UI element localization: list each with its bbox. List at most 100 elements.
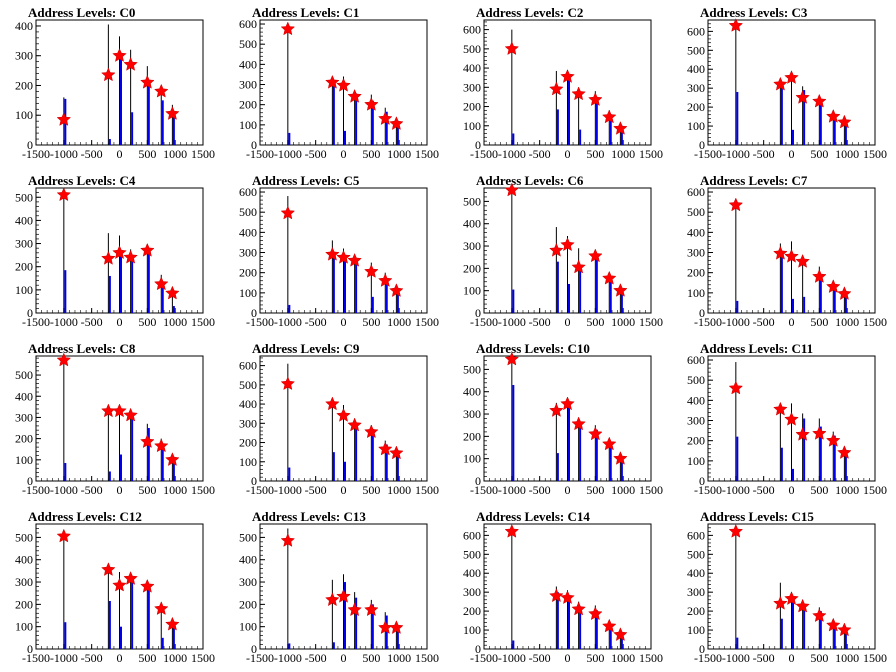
star-marker bbox=[280, 376, 296, 391]
x-tick-label: 0 bbox=[117, 651, 123, 665]
y-tick-label: 100 bbox=[239, 286, 257, 300]
x-tick-label: -500 bbox=[753, 147, 775, 161]
y-tick-label: 200 bbox=[463, 100, 481, 114]
x-tick-label: 0 bbox=[789, 315, 795, 329]
star-marker bbox=[123, 249, 138, 264]
x-tick-label: 500 bbox=[138, 147, 156, 161]
y-tick-label: 0 bbox=[27, 138, 33, 152]
x-tick-label: 1000 bbox=[835, 147, 859, 161]
y-tick-label: 300 bbox=[239, 78, 257, 92]
y-tick-label: 200 bbox=[239, 266, 257, 280]
x-tick-label: 500 bbox=[810, 483, 828, 497]
star-marker bbox=[613, 451, 628, 465]
star-marker bbox=[784, 591, 799, 606]
chart-title: Address Levels: C2 bbox=[476, 5, 583, 20]
star-marker bbox=[112, 48, 127, 62]
star-marker bbox=[549, 403, 564, 417]
y-tick-label: 300 bbox=[15, 410, 33, 424]
y-tick-label: 100 bbox=[15, 620, 33, 634]
y-tick-label: 300 bbox=[15, 237, 33, 251]
star-marker bbox=[837, 114, 852, 129]
y-tick-label: 500 bbox=[15, 530, 33, 544]
star-marker bbox=[377, 111, 393, 126]
y-tick-label: 0 bbox=[27, 474, 33, 488]
x-tick-label: 1000 bbox=[163, 315, 187, 329]
chart-title: Address Levels: C5 bbox=[252, 173, 360, 188]
y-tick-label: 400 bbox=[15, 389, 33, 403]
x-tick-label: 0 bbox=[341, 315, 347, 329]
star-marker bbox=[825, 433, 841, 447]
x-tick-label: 0 bbox=[565, 315, 571, 329]
x-tick-label: -1500 bbox=[694, 483, 722, 497]
chart-title: Address Levels: C11 bbox=[700, 341, 813, 356]
chart-title: Address Levels: C8 bbox=[28, 341, 136, 356]
y-tick-label: 200 bbox=[687, 266, 705, 280]
y-tick-label: 600 bbox=[687, 185, 705, 199]
star-marker bbox=[728, 18, 744, 32]
x-tick-label: 0 bbox=[341, 483, 347, 497]
star-marker bbox=[325, 592, 340, 607]
star-marker bbox=[56, 352, 72, 367]
star-marker bbox=[364, 97, 379, 111]
y-tick-label: 400 bbox=[687, 225, 705, 239]
x-tick-label: -1000 bbox=[50, 651, 78, 665]
y-tick-label: 200 bbox=[687, 100, 705, 114]
x-tick-label: 1000 bbox=[835, 483, 859, 497]
y-tick-label: 300 bbox=[15, 575, 33, 589]
star-marker bbox=[56, 528, 72, 543]
x-tick-label: 1000 bbox=[387, 483, 411, 497]
x-tick-label: -1500 bbox=[246, 651, 274, 665]
x-tick-label: -1500 bbox=[22, 147, 50, 161]
y-tick-label: 200 bbox=[239, 98, 257, 112]
x-tick-label: -1000 bbox=[498, 483, 526, 497]
star-marker bbox=[377, 441, 393, 456]
star-marker bbox=[549, 242, 564, 257]
y-tick-label: 100 bbox=[687, 623, 705, 637]
star-marker bbox=[336, 407, 351, 422]
x-tick-label: -1000 bbox=[722, 315, 750, 329]
star-marker bbox=[280, 21, 296, 36]
star-marker bbox=[56, 187, 72, 202]
x-tick-label: -1500 bbox=[470, 315, 498, 329]
star-marker bbox=[364, 264, 379, 278]
star-marker bbox=[153, 276, 169, 291]
star-marker bbox=[140, 242, 155, 257]
chart-title: Address Levels: C7 bbox=[700, 173, 808, 188]
y-tick-label: 600 bbox=[687, 353, 705, 367]
star-marker bbox=[112, 403, 127, 418]
x-tick-label: 0 bbox=[565, 483, 571, 497]
y-tick-label: 600 bbox=[687, 24, 705, 38]
x-tick-label: 0 bbox=[565, 651, 571, 665]
x-tick-label: -500 bbox=[529, 483, 551, 497]
x-tick-label: -500 bbox=[81, 147, 103, 161]
star-marker bbox=[588, 248, 603, 263]
star-marker bbox=[123, 571, 138, 585]
x-tick-label: 1000 bbox=[611, 483, 635, 497]
x-tick-label: 500 bbox=[138, 651, 156, 665]
y-tick-label: 400 bbox=[15, 553, 33, 567]
y-tick-label: 200 bbox=[239, 597, 257, 611]
y-tick-label: 100 bbox=[239, 455, 257, 469]
chart-panel: Address Levels: C5 0 100 200 300 400 500 600 -15… bbox=[239, 173, 439, 329]
star-marker bbox=[364, 602, 379, 617]
star-marker bbox=[571, 601, 586, 616]
x-tick-label: -500 bbox=[529, 147, 551, 161]
y-tick-label: 500 bbox=[463, 547, 481, 561]
star-marker bbox=[140, 578, 155, 593]
star-marker bbox=[112, 245, 127, 260]
star-marker bbox=[153, 601, 169, 616]
star-marker bbox=[101, 562, 116, 576]
star-marker bbox=[728, 197, 744, 212]
x-tick-label: 1000 bbox=[163, 483, 187, 497]
star-marker bbox=[837, 286, 852, 301]
x-tick-label: -1500 bbox=[470, 147, 498, 161]
star-marker bbox=[601, 436, 617, 451]
star-marker bbox=[571, 86, 586, 101]
x-tick-label: 1500 bbox=[639, 483, 663, 497]
x-tick-label: 500 bbox=[810, 147, 828, 161]
chart-panel: Address Levels: C12 0 100 200 300 400 500 -1500… bbox=[15, 509, 215, 665]
y-tick-label: 500 bbox=[687, 373, 705, 387]
star-marker bbox=[812, 93, 827, 108]
x-tick-label: 0 bbox=[789, 651, 795, 665]
